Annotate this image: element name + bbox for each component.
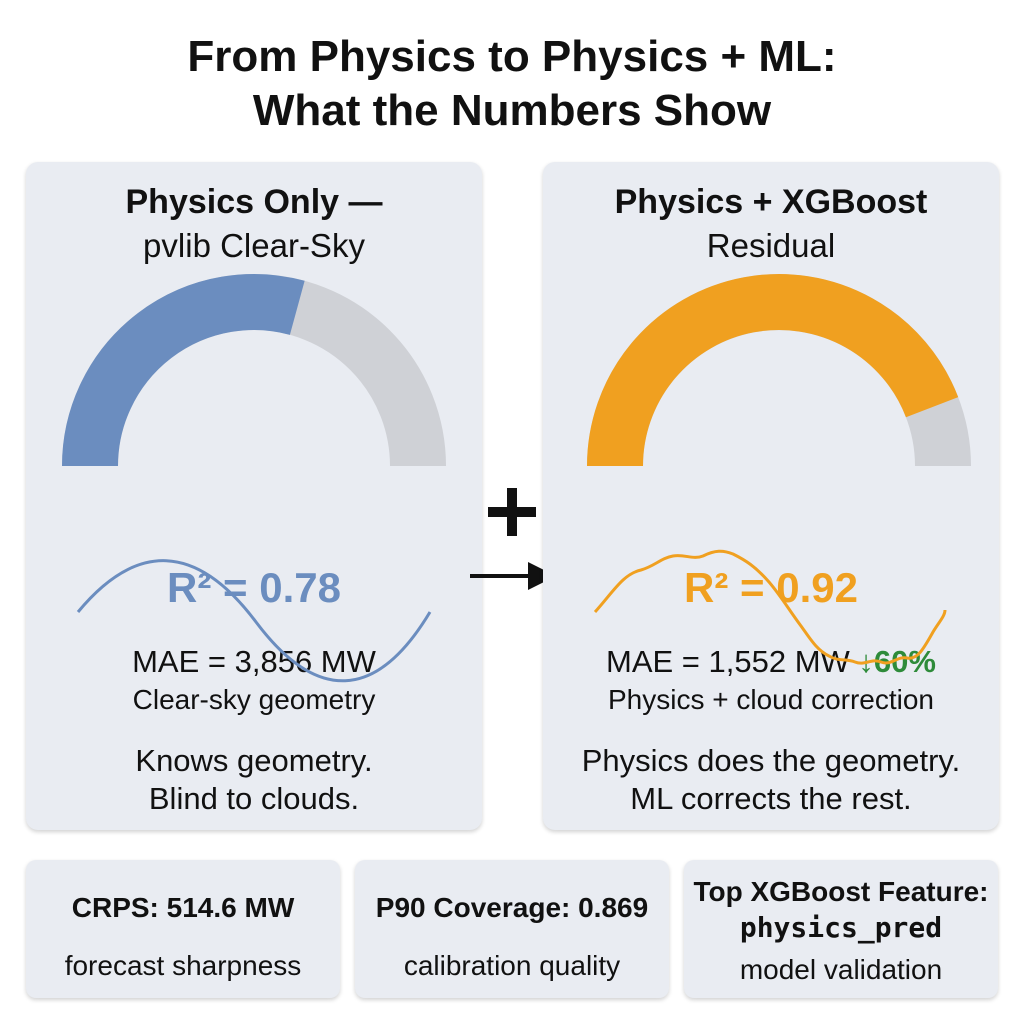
p90-coverage-metric-card: P90 Coverage: 0.869 calibration quality xyxy=(355,860,669,998)
r2-gauge xyxy=(62,274,446,467)
page-title: From Physics to Physics + ML: What the N… xyxy=(0,30,1024,138)
metric-title: Top XGBoost Feature: xyxy=(693,876,989,907)
title-line-1: From Physics to Physics + ML: xyxy=(187,32,837,81)
metric-title: P90 Coverage: 0.869 xyxy=(375,892,649,923)
panel-title: Physics + XGBoost xyxy=(614,183,928,221)
note-line-2: Blind to clouds. xyxy=(148,781,360,816)
metric-subtitle: forecast sharpness xyxy=(64,950,302,981)
feature-name: physics_pred xyxy=(739,911,943,944)
note-line-2: ML corrects the rest. xyxy=(630,781,912,816)
r2-gauge xyxy=(587,274,971,467)
panel-note: Physics does the geometry. ML corrects t… xyxy=(543,742,999,818)
mae-value: MAE = 3,856 MW xyxy=(132,644,376,679)
note-line-1: Physics does the geometry. xyxy=(581,743,961,778)
metric-title: CRPS: 514.6 MW xyxy=(71,892,295,923)
metric-subtitle: model validation xyxy=(739,954,943,985)
note-line-1: Knows geometry. xyxy=(135,743,373,778)
wave-line xyxy=(593,549,947,665)
panel-caption: Clear-sky geometry xyxy=(132,684,376,715)
physics-xgboost-panel: Physics + XGBoost Residual R² = 0.92 MAE… xyxy=(543,162,999,830)
plus-icon xyxy=(488,488,536,536)
panel-subtitle: Residual xyxy=(706,227,836,264)
mae-text: MAE = 1,552 MW xyxy=(606,644,850,679)
clear-sky-wave xyxy=(76,559,432,683)
physics-only-panel: Physics Only — pvlib Clear-Sky R² = 0.78… xyxy=(26,162,482,830)
right-arrow-icon xyxy=(470,562,556,590)
panel-note: Knows geometry. Blind to clouds. xyxy=(26,742,482,818)
crps-metric-card: CRPS: 514.6 MW forecast sharpness xyxy=(26,860,340,998)
wave-line xyxy=(76,559,432,683)
r2-value: R² = 0.78 xyxy=(167,564,341,611)
panel-subtitle: pvlib Clear-Sky xyxy=(143,227,365,264)
metric-subtitle: calibration quality xyxy=(403,950,621,981)
r2-value: R² = 0.92 xyxy=(684,564,858,611)
title-line-2: What the Numbers Show xyxy=(252,86,772,135)
gauge-fill xyxy=(62,274,305,467)
gauge-fill xyxy=(587,274,959,467)
panel-title: Physics Only — xyxy=(125,183,383,221)
top-feature-metric-card: Top XGBoost Feature: physics_pred model … xyxy=(684,860,998,998)
corrected-wave xyxy=(593,549,947,665)
panel-caption: Physics + cloud correction xyxy=(607,684,935,715)
